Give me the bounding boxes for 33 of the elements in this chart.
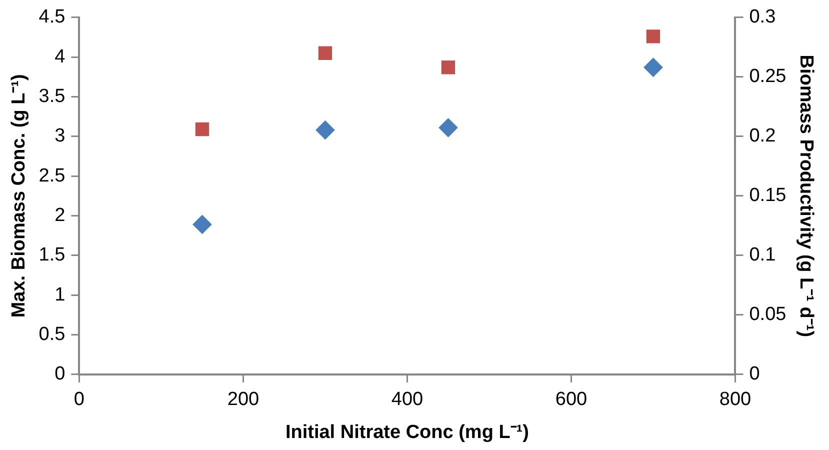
- y-tick-label: 2: [54, 204, 66, 226]
- point: [316, 120, 335, 140]
- y-tick-label: 4.5: [38, 6, 66, 28]
- y-tick-label: 0: [54, 364, 66, 385]
- point: [195, 122, 210, 136]
- y-tick-label: 0.5: [38, 324, 66, 345]
- y-tick-label: 3.5: [38, 86, 66, 107]
- y2-tick-label: 0.25: [749, 66, 786, 88]
- y2-tick-label: 0.15: [749, 185, 786, 206]
- y-axis-title: Max. Biomass Conc. (g L⁻¹): [8, 74, 30, 318]
- y2-tick-label: 0.05: [749, 304, 786, 326]
- y-tick-label: 2.5: [38, 165, 66, 186]
- x-tick-label: 0: [74, 389, 84, 410]
- y2-tick-label: 0.3: [749, 6, 776, 28]
- y-tick-label: 1.5: [38, 244, 66, 266]
- point: [441, 60, 456, 74]
- y-tick-label: 1: [54, 284, 66, 306]
- point: [192, 214, 212, 234]
- y2-tick-label: 0: [749, 364, 760, 385]
- x-axis-title: Initial Nitrate Conc (mg L⁻¹): [285, 422, 529, 443]
- x-tick-label: 400: [391, 389, 424, 410]
- point: [318, 46, 332, 60]
- point: [438, 118, 458, 138]
- point: [644, 58, 663, 77]
- x-tick-label: 600: [555, 389, 588, 410]
- y-tick-label: 4: [54, 46, 66, 68]
- y2-tick-label: 0.2: [749, 126, 776, 147]
- x-tick-label: 200: [227, 389, 260, 410]
- y2-axis-title: Biomass Productivity (g L⁻¹ d⁻¹): [795, 54, 816, 338]
- x-tick-label: 800: [719, 389, 752, 410]
- y-tick-label: 3: [54, 126, 66, 147]
- y2-tick-label: 0.1: [749, 244, 776, 266]
- point: [646, 30, 660, 44]
